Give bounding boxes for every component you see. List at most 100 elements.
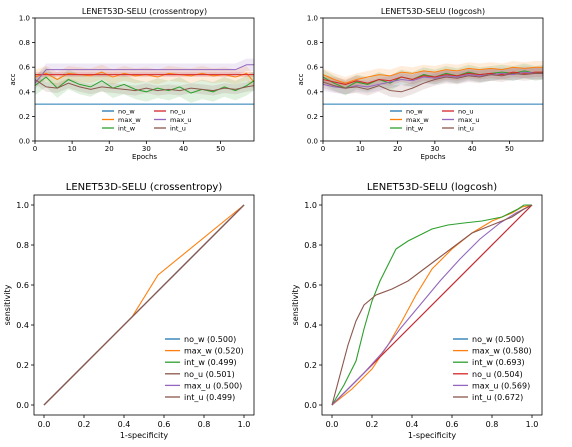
band-1 bbox=[35, 64, 254, 90]
legend-entry: no_u (0.501) bbox=[184, 370, 235, 379]
x-axis-label: 1-specificity bbox=[408, 431, 457, 440]
legend: no_w (0.500) max_w (0.580) int_w (0.693) no… bbox=[453, 335, 532, 402]
band-2 bbox=[35, 67, 254, 103]
y-tick-label: 0.8 bbox=[307, 39, 318, 47]
y-tick-label: 0.0 bbox=[304, 401, 317, 410]
legend-entry: no_w (0.500) bbox=[472, 335, 524, 344]
series-line-4 bbox=[35, 64, 254, 84]
axes-frame bbox=[33, 194, 255, 416]
x-axis-label: Epochs bbox=[132, 153, 157, 161]
y-tick-label: 0.6 bbox=[304, 281, 317, 290]
x-tick-label: 0.0 bbox=[38, 420, 51, 429]
legend-entry: max_u bbox=[170, 116, 192, 124]
x-axis-label: 1-specificity bbox=[120, 431, 169, 440]
chart-title: LENET53D-SELU (logcosh) bbox=[367, 182, 497, 193]
x-tick-label: 0.0 bbox=[326, 420, 339, 429]
legend-entry: int_u bbox=[458, 124, 474, 132]
y-tick-label: 0.0 bbox=[307, 138, 318, 146]
y-axis-label: acc bbox=[9, 73, 17, 85]
plot-area bbox=[43, 204, 245, 406]
axes-frame bbox=[322, 17, 544, 142]
x-tick-label: 0.6 bbox=[446, 420, 459, 429]
legend-entry: max_u bbox=[458, 116, 480, 124]
legend-entry: max_u (0.569) bbox=[472, 381, 530, 390]
x-tick-label: 1.0 bbox=[526, 420, 539, 429]
y-tick-label: 0.8 bbox=[19, 39, 30, 47]
x-tick-label: 20 bbox=[105, 145, 114, 153]
y-tick-label: 0.2 bbox=[307, 113, 318, 121]
y-tick-label: 0.4 bbox=[19, 88, 31, 96]
y-axis-label: sensitivity bbox=[291, 284, 300, 325]
y-tick-label: 0.2 bbox=[16, 361, 29, 370]
y-tick-label: 0.4 bbox=[307, 88, 319, 96]
y-tick-label: 0.0 bbox=[16, 401, 29, 410]
legend-entry: max_w bbox=[118, 116, 141, 124]
y-tick-label: 0.2 bbox=[304, 361, 317, 370]
legend-entry: no_w bbox=[118, 107, 135, 115]
series-line-4 bbox=[331, 204, 533, 406]
x-tick-label: 0.6 bbox=[158, 420, 171, 429]
series-line-5 bbox=[43, 204, 245, 406]
y-tick-label: 1.0 bbox=[16, 201, 29, 210]
y-tick-label: 0.6 bbox=[307, 64, 319, 72]
legend-entry: int_w (0.693) bbox=[472, 358, 525, 367]
x-tick-label: 0.8 bbox=[198, 420, 211, 429]
legend-entry: max_w (0.580) bbox=[472, 347, 532, 356]
legend-entry: no_u bbox=[458, 107, 473, 115]
y-tick-label: 0.6 bbox=[16, 281, 29, 290]
band-1 bbox=[323, 61, 543, 90]
y-tick-label: 0.0 bbox=[19, 138, 30, 146]
y-tick-label: 1.0 bbox=[19, 15, 30, 23]
series-line-5 bbox=[35, 79, 254, 92]
legend-entry: int_w (0.499) bbox=[184, 358, 237, 367]
legend: no_w (0.500) max_w (0.520) int_w (0.499) no… bbox=[165, 335, 244, 402]
band-4 bbox=[35, 58, 254, 90]
legend-entry: int_u (0.499) bbox=[184, 393, 235, 402]
axes-frame bbox=[321, 194, 543, 416]
x-axis-label: Epochs bbox=[420, 153, 445, 161]
x-tick-label: 30 bbox=[142, 145, 151, 153]
legend-entry: int_w bbox=[118, 124, 136, 132]
x-tick-label: 10 bbox=[356, 145, 365, 153]
band-2 bbox=[323, 63, 543, 96]
plot-area bbox=[331, 204, 533, 406]
x-tick-label: 40 bbox=[468, 145, 477, 153]
chart-2: 0.0 0.2 0.4 0.6 0.8 1.0 0.0 0.2 0.4 0.6 0.8 1.0 LENE… bbox=[3, 182, 255, 440]
series-line-5 bbox=[323, 72, 543, 93]
y-axis-label: acc bbox=[297, 73, 305, 85]
y-tick-label: 1.0 bbox=[304, 201, 317, 210]
y-tick-label: 0.2 bbox=[19, 113, 30, 121]
series-line-5 bbox=[331, 204, 533, 406]
legend-entry: no_w (0.500) bbox=[184, 335, 236, 344]
plot-area bbox=[35, 58, 254, 105]
chart-title: LENET53D-SELU (crossentropy) bbox=[82, 7, 207, 16]
series-line-3 bbox=[323, 71, 543, 85]
plot-area bbox=[323, 61, 543, 105]
series-line-2 bbox=[331, 204, 532, 406]
y-tick-label: 0.6 bbox=[19, 64, 31, 72]
x-tick-label: 50 bbox=[505, 145, 514, 153]
x-tick-label: 10 bbox=[68, 145, 77, 153]
chart-1: 0 10 20 30 40 50 0.0 0.2 0.4 0.6 0.8 1.0 LENET53D-SE… bbox=[297, 7, 544, 161]
axes-frame bbox=[34, 17, 255, 142]
chart-3: 0.0 0.2 0.4 0.6 0.8 1.0 0.0 0.2 0.4 0.6 0.8 1.0 LENE… bbox=[291, 182, 543, 440]
x-tick-label: 30 bbox=[430, 145, 439, 153]
x-tick-label: 0.8 bbox=[486, 420, 499, 429]
x-tick-label: 50 bbox=[216, 145, 225, 153]
x-tick-label: 0.4 bbox=[406, 420, 419, 429]
legend-entry: int_u (0.672) bbox=[472, 393, 523, 402]
y-tick-label: 1.0 bbox=[307, 15, 318, 23]
y-tick-label: 0.4 bbox=[16, 321, 29, 330]
series-line-1 bbox=[323, 66, 543, 84]
y-tick-label: 0.4 bbox=[304, 321, 317, 330]
x-tick-label: 20 bbox=[393, 145, 402, 153]
x-tick-label: 0.2 bbox=[78, 420, 91, 429]
legend-entry: int_u bbox=[170, 124, 186, 132]
x-tick-label: 40 bbox=[179, 145, 188, 153]
x-tick-label: 0.2 bbox=[366, 420, 379, 429]
legend-entry: max_w (0.520) bbox=[184, 347, 244, 356]
legend-entry: no_w bbox=[406, 107, 423, 115]
y-tick-label: 0.8 bbox=[16, 241, 29, 250]
y-tick-label: 0.8 bbox=[304, 241, 317, 250]
